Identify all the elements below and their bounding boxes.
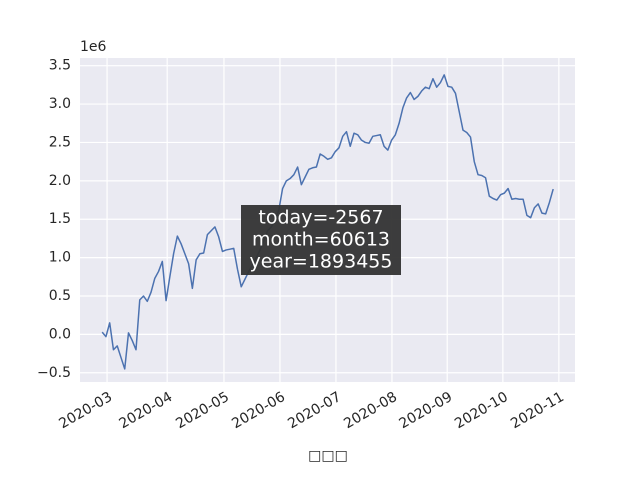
tooltip-line: month=60613 [252,229,390,251]
x-tick-label: 2020-03 [56,389,115,432]
x-tick-label: 2020-08 [341,389,400,432]
y-tick-label: 1.5 [49,211,71,227]
x-tick-label: 2020-09 [397,389,456,432]
y-tick-label: 2.5 [49,134,71,150]
tooltip-line: year=1893455 [250,251,393,273]
x-tick-label: 2020-06 [229,389,288,432]
x-tick-label: 2020-10 [452,389,511,432]
x-tick-label: 2020-07 [285,389,344,432]
y-tick-label: 3.5 [49,58,71,74]
tooltip-box [241,205,401,275]
x-axis-label: □□□ [308,448,348,464]
y-offset-label: 1e6 [80,39,107,55]
y-tick-label: −0.5 [37,365,71,381]
y-tick-label: 2.0 [49,173,71,189]
x-tick-label: 2020-04 [117,389,176,432]
marks [101,74,554,370]
x-tick-label: 2020-11 [508,389,567,432]
data-line [101,74,554,370]
tooltip-line: today=-2567 [258,207,383,229]
y-tick-label: 0.5 [49,288,71,304]
x-tick-label: 2020-05 [173,389,232,432]
y-tick-label: 0.0 [49,326,71,342]
y-tick-label: 3.0 [49,96,71,112]
y-tick-label: 1.0 [49,250,71,266]
